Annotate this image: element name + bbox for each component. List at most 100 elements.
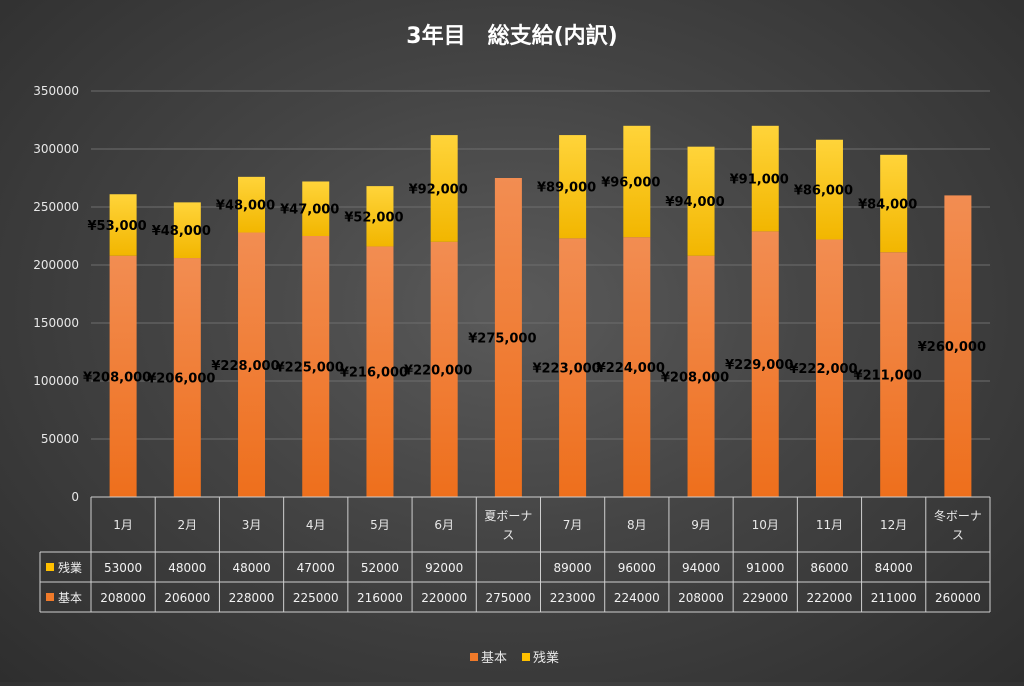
data-label-base: ¥208,000 xyxy=(661,370,729,385)
bar-base xyxy=(238,232,266,497)
table-cell: 223000 xyxy=(550,591,596,605)
data-label-overtime: ¥91,000 xyxy=(730,173,789,188)
bar-overtime xyxy=(623,125,651,238)
table-cell: 220000 xyxy=(421,591,467,605)
data-label-base: ¥208,000 xyxy=(83,370,151,385)
bar-base xyxy=(880,252,908,497)
bar-base xyxy=(623,237,651,497)
bar-overtime xyxy=(559,135,587,239)
data-label-base: ¥228,000 xyxy=(211,359,279,374)
bar-overtime xyxy=(751,125,779,232)
category-label: 7月 xyxy=(563,518,583,532)
data-label-base: ¥220,000 xyxy=(404,363,472,378)
table-cell: 94000 xyxy=(682,561,720,575)
category-label: ス xyxy=(502,528,514,542)
data-label-base: ¥275,000 xyxy=(468,332,536,347)
y-tick-label: 0 xyxy=(71,490,79,504)
category-label: 1月 xyxy=(113,518,133,532)
data-label-base: ¥260,000 xyxy=(918,340,986,355)
y-tick-label: 50000 xyxy=(41,432,79,446)
table-cell: 47000 xyxy=(297,561,335,575)
data-label-base: ¥223,000 xyxy=(532,362,600,377)
bar-base xyxy=(687,255,715,497)
table-cell: 228000 xyxy=(229,591,275,605)
data-label-base: ¥206,000 xyxy=(147,372,215,387)
table-cell: 275000 xyxy=(485,591,531,605)
legend-label: 残業 xyxy=(533,650,559,666)
gridlines xyxy=(91,90,990,440)
bar-base xyxy=(302,236,330,497)
table-cell: 86000 xyxy=(810,561,848,575)
data-label-overtime: ¥47,000 xyxy=(280,203,339,218)
legend-key xyxy=(522,653,530,661)
table-legend-key xyxy=(46,563,54,571)
legend-label: 基本 xyxy=(481,651,507,666)
bar-overtime xyxy=(109,194,137,256)
bar-overtime xyxy=(815,139,843,240)
bar-base xyxy=(109,255,137,497)
data-label-base: ¥229,000 xyxy=(725,358,793,373)
category-label: 2月 xyxy=(178,518,198,532)
bar-base xyxy=(559,238,587,497)
bar-overtime xyxy=(238,176,266,233)
y-tick-label: 100000 xyxy=(33,374,79,388)
data-label-base: ¥222,000 xyxy=(789,362,857,377)
data-label-base: ¥216,000 xyxy=(340,366,408,381)
table-cell: 96000 xyxy=(618,561,656,575)
category-label: 11月 xyxy=(816,518,843,532)
y-axis-ticks: 0 50000 100000 150000 200000 250000 300000 3500… xyxy=(33,84,79,504)
data-label-base: ¥225,000 xyxy=(276,361,344,376)
bar-base xyxy=(944,195,972,497)
bar-base xyxy=(751,231,779,498)
table-cell: 84000 xyxy=(875,561,913,575)
table-cell: 225000 xyxy=(293,591,339,605)
table-legend-key xyxy=(46,593,54,601)
bar-overtime xyxy=(366,186,394,247)
y-tick-label: 150000 xyxy=(33,316,79,330)
data-label-overtime: ¥84,000 xyxy=(858,198,917,213)
table-cell: 89000 xyxy=(554,561,592,575)
category-label: 4月 xyxy=(306,518,326,532)
bar-base xyxy=(366,246,394,497)
table-cell: 260000 xyxy=(935,591,981,605)
category-label: ス xyxy=(952,528,964,542)
category-label: 3月 xyxy=(242,518,262,532)
data-label-overtime: ¥53,000 xyxy=(87,219,146,234)
bar-base xyxy=(430,241,458,497)
data-label-overtime: ¥52,000 xyxy=(344,210,403,225)
category-label: 9月 xyxy=(691,518,711,532)
category-label: 10月 xyxy=(752,518,779,532)
category-label: 冬ボーナ xyxy=(934,508,982,523)
table-cell: 53000 xyxy=(104,561,142,575)
chart-title: 3年目 総支給(内訳) xyxy=(406,23,617,49)
bar-overtime xyxy=(880,154,908,253)
bar-base xyxy=(815,239,843,498)
data-label-overtime: ¥86,000 xyxy=(794,184,853,199)
table-cell: 91000 xyxy=(746,561,784,575)
table-cell: 211000 xyxy=(871,591,917,605)
table-cell: 224000 xyxy=(614,591,660,605)
table-cell: 206000 xyxy=(164,591,210,605)
bars xyxy=(109,125,972,498)
data-label-base: ¥224,000 xyxy=(597,361,665,376)
y-tick-label: 250000 xyxy=(33,200,79,214)
bar-base xyxy=(173,258,201,497)
bar-overtime xyxy=(687,146,715,256)
data-label-base: ¥211,000 xyxy=(854,369,922,384)
legend-key xyxy=(470,653,478,661)
data-label-overtime: ¥92,000 xyxy=(409,182,468,197)
bar-overtime xyxy=(173,202,201,259)
table-series-name: 基本 xyxy=(58,591,82,605)
category-label: 夏ボーナ xyxy=(484,509,532,523)
bar-overtime xyxy=(302,181,330,236)
bar-overtime xyxy=(430,135,458,242)
bar-base xyxy=(494,178,522,497)
y-tick-label: 300000 xyxy=(33,142,79,156)
data-label-overtime: ¥48,000 xyxy=(152,224,211,239)
legend: 基本 残業 xyxy=(470,650,559,666)
table-cell: 92000 xyxy=(425,561,463,575)
table-cell: 208000 xyxy=(100,591,146,605)
table-series-name: 残業 xyxy=(58,561,82,575)
category-label: 6月 xyxy=(434,518,454,532)
